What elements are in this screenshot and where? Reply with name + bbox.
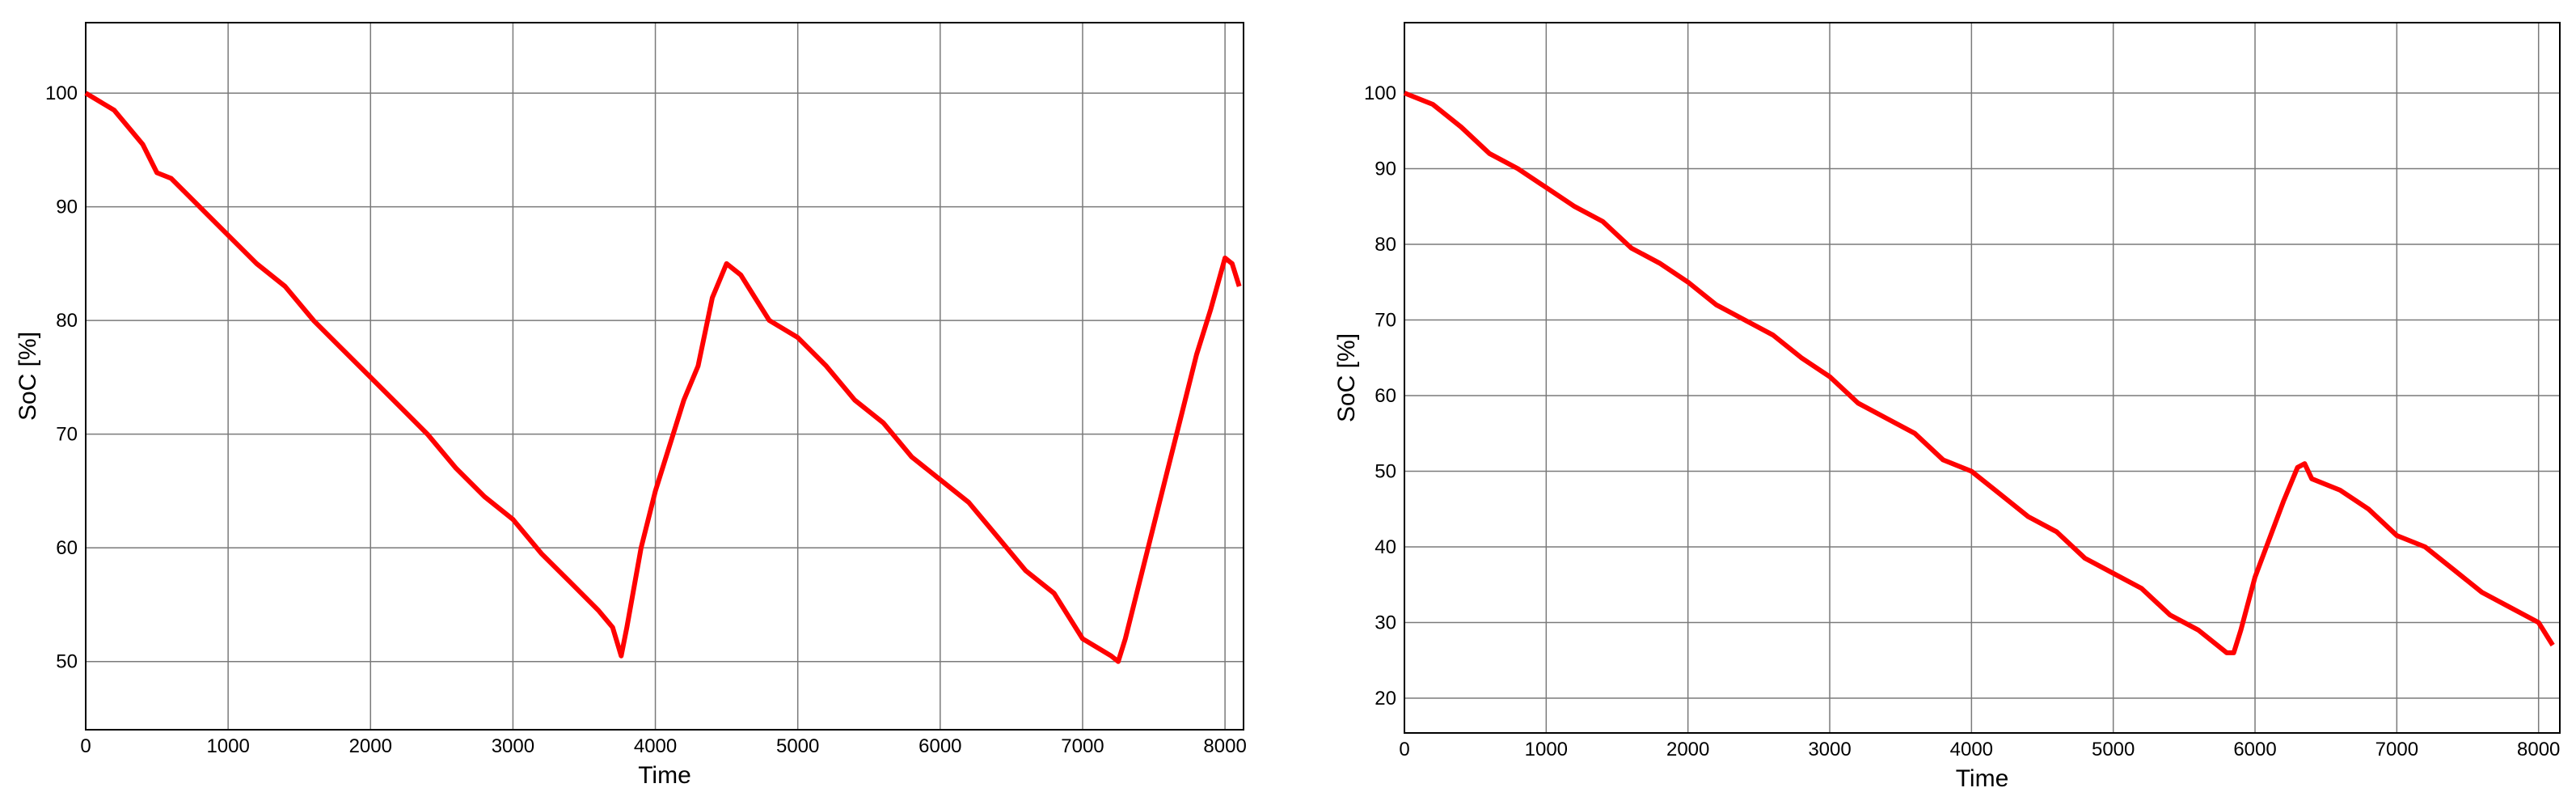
y-axis-label: SoC [%] [1333, 333, 1360, 422]
x-tick-label: 1000 [1525, 739, 1568, 760]
x-tick-label: 1000 [206, 735, 249, 757]
y-tick-label: 50 [1375, 460, 1396, 482]
y-tick-label: 100 [45, 83, 78, 104]
x-tick-label: 3000 [492, 735, 534, 757]
y-tick-label: 60 [56, 537, 78, 559]
x-tick-label: 0 [1399, 739, 1409, 760]
y-tick-label: 80 [56, 310, 78, 332]
y-tick-label: 80 [1375, 234, 1396, 256]
x-tick-label: 2000 [349, 735, 392, 757]
y-tick-label: 70 [1375, 309, 1396, 331]
y-tick-label: 70 [56, 424, 78, 446]
plot-frame [85, 22, 1244, 731]
y-tick-label: 90 [1375, 158, 1396, 180]
y-tick-label: 20 [1375, 688, 1396, 709]
x-tick-label: 7000 [2375, 739, 2418, 760]
x-tick-label: 7000 [1061, 735, 1104, 757]
x-tick-label: 8000 [2517, 739, 2560, 760]
data-line [1403, 91, 2555, 655]
plot-frame [1404, 22, 2561, 734]
x-tick-label: 6000 [918, 735, 961, 757]
x-axis-label: Time [1956, 765, 2009, 792]
x-tick-label: 5000 [776, 735, 819, 757]
y-tick-label: 50 [56, 651, 78, 673]
y-tick-label: 40 [1375, 536, 1396, 558]
plot-area [86, 23, 1244, 730]
y-tick-label: 30 [1375, 612, 1396, 633]
x-tick-label: 5000 [2092, 739, 2135, 760]
data-line [84, 91, 1242, 664]
y-tick-label: 90 [56, 197, 78, 218]
x-tick-label: 0 [80, 735, 91, 757]
x-tick-label: 6000 [2233, 739, 2276, 760]
y-tick-label: 100 [1364, 83, 1396, 104]
y-tick-label: 60 [1375, 385, 1396, 407]
y-axis-label: SoC [%] [15, 332, 41, 421]
x-tick-label: 8000 [1203, 735, 1246, 757]
plot-area [1404, 23, 2560, 733]
x-tick-label: 4000 [1950, 739, 1993, 760]
x-tick-label: 2000 [1666, 739, 1709, 760]
x-tick-label: 3000 [1808, 739, 1851, 760]
x-axis-label: Time [638, 762, 691, 789]
x-tick-label: 4000 [634, 735, 677, 757]
